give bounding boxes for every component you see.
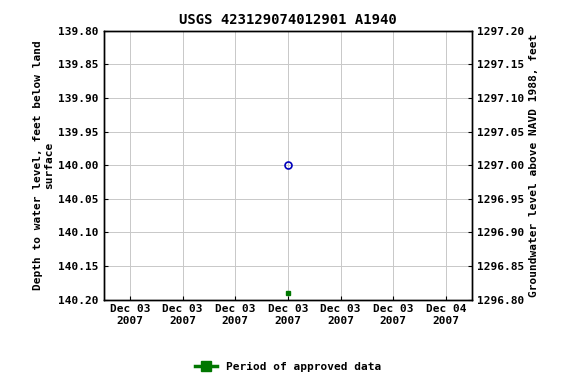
Legend: Period of approved data: Period of approved data — [191, 358, 385, 377]
Title: USGS 423129074012901 A1940: USGS 423129074012901 A1940 — [179, 13, 397, 27]
Y-axis label: Groundwater level above NAVD 1988, feet: Groundwater level above NAVD 1988, feet — [529, 33, 539, 297]
Y-axis label: Depth to water level, feet below land
surface: Depth to water level, feet below land su… — [33, 40, 54, 290]
